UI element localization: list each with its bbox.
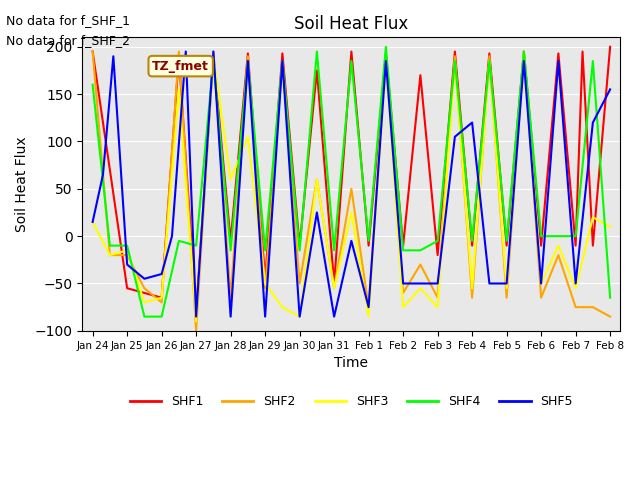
Text: TZ_fmet: TZ_fmet	[152, 60, 209, 72]
Text: No data for f_SHF_2: No data for f_SHF_2	[6, 34, 131, 47]
X-axis label: Time: Time	[334, 356, 369, 370]
Title: Soil Heat Flux: Soil Heat Flux	[294, 15, 408, 33]
Y-axis label: Soil Heat Flux: Soil Heat Flux	[15, 136, 29, 232]
Text: No data for f_SHF_1: No data for f_SHF_1	[6, 14, 131, 27]
Legend: SHF1, SHF2, SHF3, SHF4, SHF5: SHF1, SHF2, SHF3, SHF4, SHF5	[125, 390, 578, 413]
